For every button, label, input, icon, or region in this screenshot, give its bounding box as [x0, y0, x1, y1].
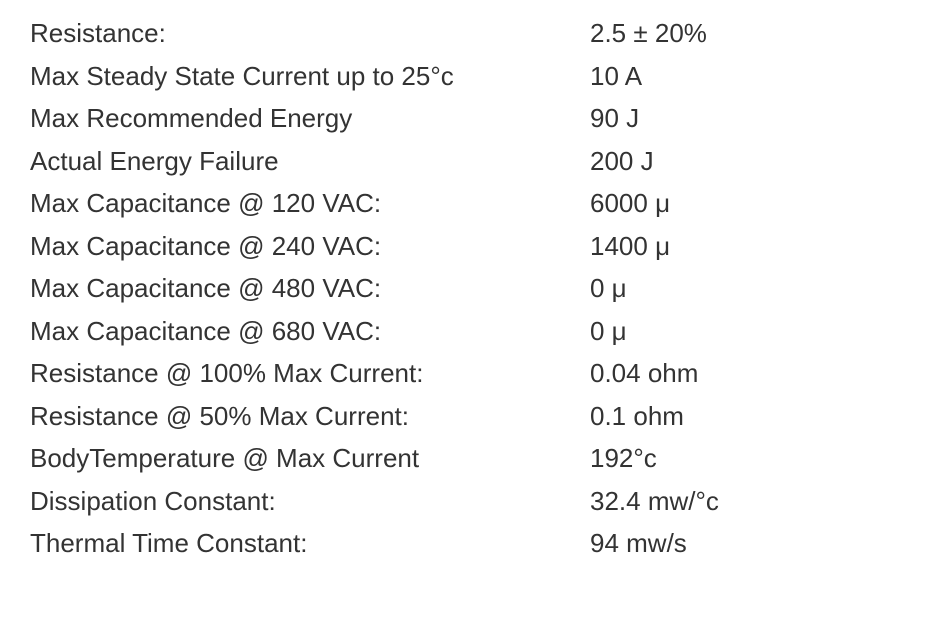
- spec-table: Resistance: 2.5 ± 20% Max Steady State C…: [0, 0, 950, 593]
- spec-row: Resistance @ 50% Max Current: 0.1 ohm: [30, 403, 920, 429]
- spec-row: Max Capacitance @ 240 VAC: 1400 μ: [30, 233, 920, 259]
- spec-label-max-recommended-energy: Max Recommended Energy: [30, 105, 590, 131]
- spec-row: Max Capacitance @ 480 VAC: 0 μ: [30, 275, 920, 301]
- spec-row: Max Capacitance @ 120 VAC: 6000 μ: [30, 190, 920, 216]
- spec-row: Resistance @ 100% Max Current: 0.04 ohm: [30, 360, 920, 386]
- spec-row: Max Steady State Current up to 25°c 10 A: [30, 63, 920, 89]
- spec-label-resistance-100: Resistance @ 100% Max Current:: [30, 360, 590, 386]
- spec-value-max-cap-120: 6000 μ: [590, 190, 670, 216]
- spec-value-max-steady-current: 10 A: [590, 63, 642, 89]
- spec-label-resistance-50: Resistance @ 50% Max Current:: [30, 403, 590, 429]
- spec-value-max-recommended-energy: 90 J: [590, 105, 639, 131]
- spec-value-resistance: 2.5 ± 20%: [590, 20, 707, 46]
- spec-value-max-cap-240: 1400 μ: [590, 233, 670, 259]
- spec-label-thermal-time-constant: Thermal Time Constant:: [30, 530, 590, 556]
- spec-row: Max Capacitance @ 680 VAC: 0 μ: [30, 318, 920, 344]
- spec-label-body-temp: BodyTemperature @ Max Current: [30, 445, 590, 471]
- spec-row: Dissipation Constant: 32.4 mw/°c: [30, 488, 920, 514]
- spec-label-max-cap-480: Max Capacitance @ 480 VAC:: [30, 275, 590, 301]
- spec-label-dissipation-constant: Dissipation Constant:: [30, 488, 590, 514]
- spec-value-thermal-time-constant: 94 mw/s: [590, 530, 687, 556]
- spec-value-actual-energy-failure: 200 J: [590, 148, 654, 174]
- spec-label-max-cap-240: Max Capacitance @ 240 VAC:: [30, 233, 590, 259]
- spec-label-max-steady-current: Max Steady State Current up to 25°c: [30, 63, 590, 89]
- spec-label-actual-energy-failure: Actual Energy Failure: [30, 148, 590, 174]
- spec-label-max-cap-680: Max Capacitance @ 680 VAC:: [30, 318, 590, 344]
- spec-row: Resistance: 2.5 ± 20%: [30, 20, 920, 46]
- spec-value-dissipation-constant: 32.4 mw/°c: [590, 488, 719, 514]
- spec-label-max-cap-120: Max Capacitance @ 120 VAC:: [30, 190, 590, 216]
- spec-row: Max Recommended Energy 90 J: [30, 105, 920, 131]
- spec-row: Actual Energy Failure 200 J: [30, 148, 920, 174]
- spec-value-max-cap-480: 0 μ: [590, 275, 627, 301]
- spec-label-resistance: Resistance:: [30, 20, 590, 46]
- spec-row: Thermal Time Constant: 94 mw/s: [30, 530, 920, 556]
- spec-value-resistance-100: 0.04 ohm: [590, 360, 698, 386]
- spec-row: BodyTemperature @ Max Current 192°c: [30, 445, 920, 471]
- spec-value-resistance-50: 0.1 ohm: [590, 403, 684, 429]
- spec-value-body-temp: 192°c: [590, 445, 657, 471]
- spec-value-max-cap-680: 0 μ: [590, 318, 627, 344]
